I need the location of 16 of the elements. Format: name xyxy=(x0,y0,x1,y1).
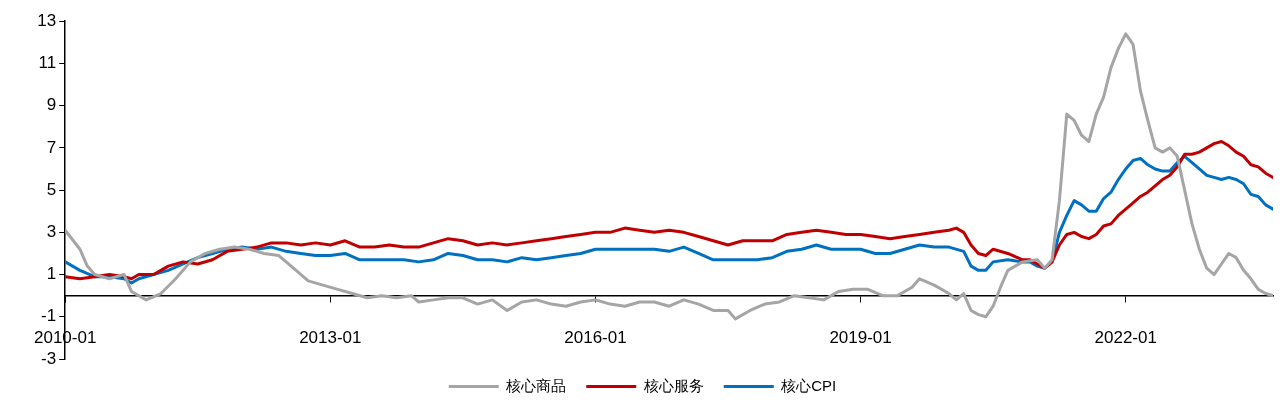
x-tick-label: 2019-01 xyxy=(829,327,892,347)
y-tick-label: -3 xyxy=(41,348,57,368)
y-tick-label: 11 xyxy=(38,53,57,73)
x-tick-label: 2022-01 xyxy=(1094,327,1157,347)
legend-label: 核心CPI xyxy=(780,376,837,394)
y-tick-label: 9 xyxy=(46,95,57,115)
y-tick-label: 1 xyxy=(46,264,57,284)
y-tick-label: 5 xyxy=(46,179,57,199)
y-tick-label: 13 xyxy=(37,10,57,30)
y-tick-label: 7 xyxy=(46,137,57,157)
y-tick-label: -1 xyxy=(41,306,57,326)
legend-label: 核心服务 xyxy=(642,376,704,394)
legend-label: 核心商品 xyxy=(505,376,567,394)
y-tick-label: 3 xyxy=(46,222,57,242)
x-tick-label: 2016-01 xyxy=(564,327,627,347)
x-tick-label: 2013-01 xyxy=(299,327,362,347)
